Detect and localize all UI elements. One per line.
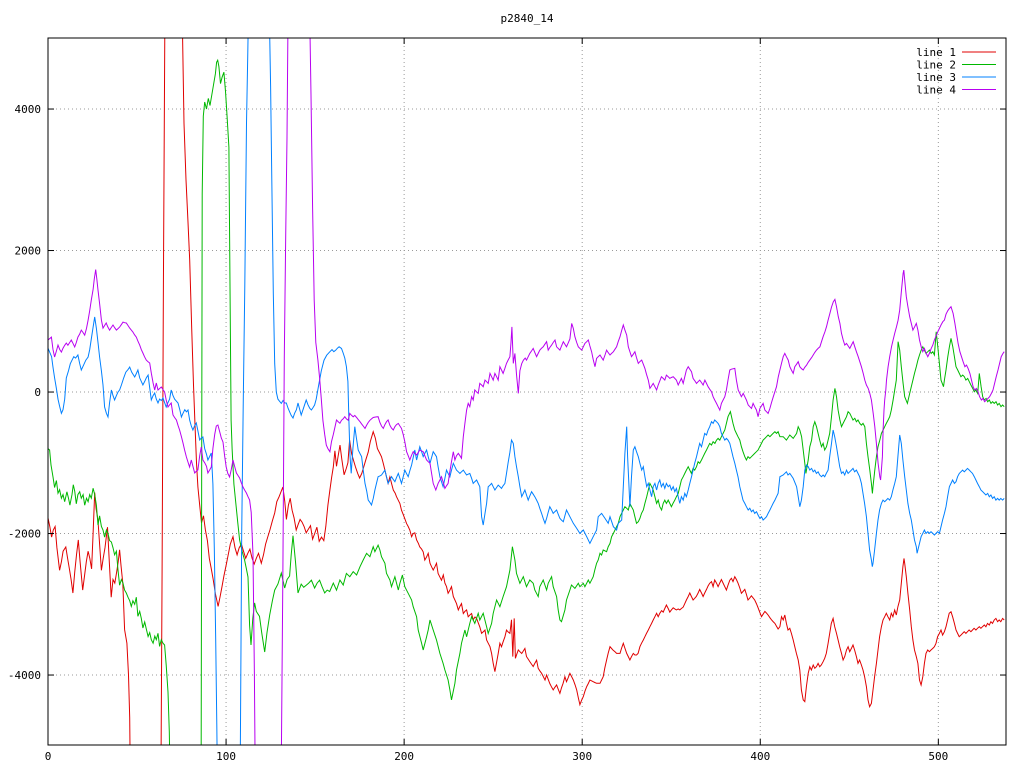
- y-tick-label: 2000: [15, 245, 42, 258]
- legend-label: line 2: [916, 59, 956, 72]
- x-tick-label: 300: [572, 750, 592, 763]
- legend-label: line 4: [916, 84, 956, 97]
- y-tick-label: -2000: [8, 528, 41, 541]
- legend-item: line 1: [916, 46, 996, 59]
- y-tick-label: 0: [34, 386, 41, 399]
- legend-item: line 4: [916, 84, 996, 97]
- x-tick-label: 100: [216, 750, 236, 763]
- plot-border: [47, 37, 1007, 746]
- legend-item: line 3: [916, 71, 996, 84]
- legend-label: line 3: [916, 71, 956, 84]
- x-tick-label: 400: [750, 750, 770, 763]
- chart-title: p2840_14: [500, 12, 554, 25]
- y-tick-label: 4000: [15, 103, 42, 116]
- series-line-1: [48, 38, 1005, 745]
- y-tick-label: -4000: [8, 669, 41, 682]
- x-tick-label: 200: [394, 750, 414, 763]
- series-line-4: [48, 38, 1005, 745]
- series-line-3: [48, 38, 1005, 745]
- legend-item: line 2: [916, 59, 996, 72]
- x-tick-label: 0: [45, 750, 52, 763]
- x-tick-label: 500: [928, 750, 948, 763]
- legend-label: line 1: [916, 46, 956, 59]
- series-line-2: [48, 58, 1005, 745]
